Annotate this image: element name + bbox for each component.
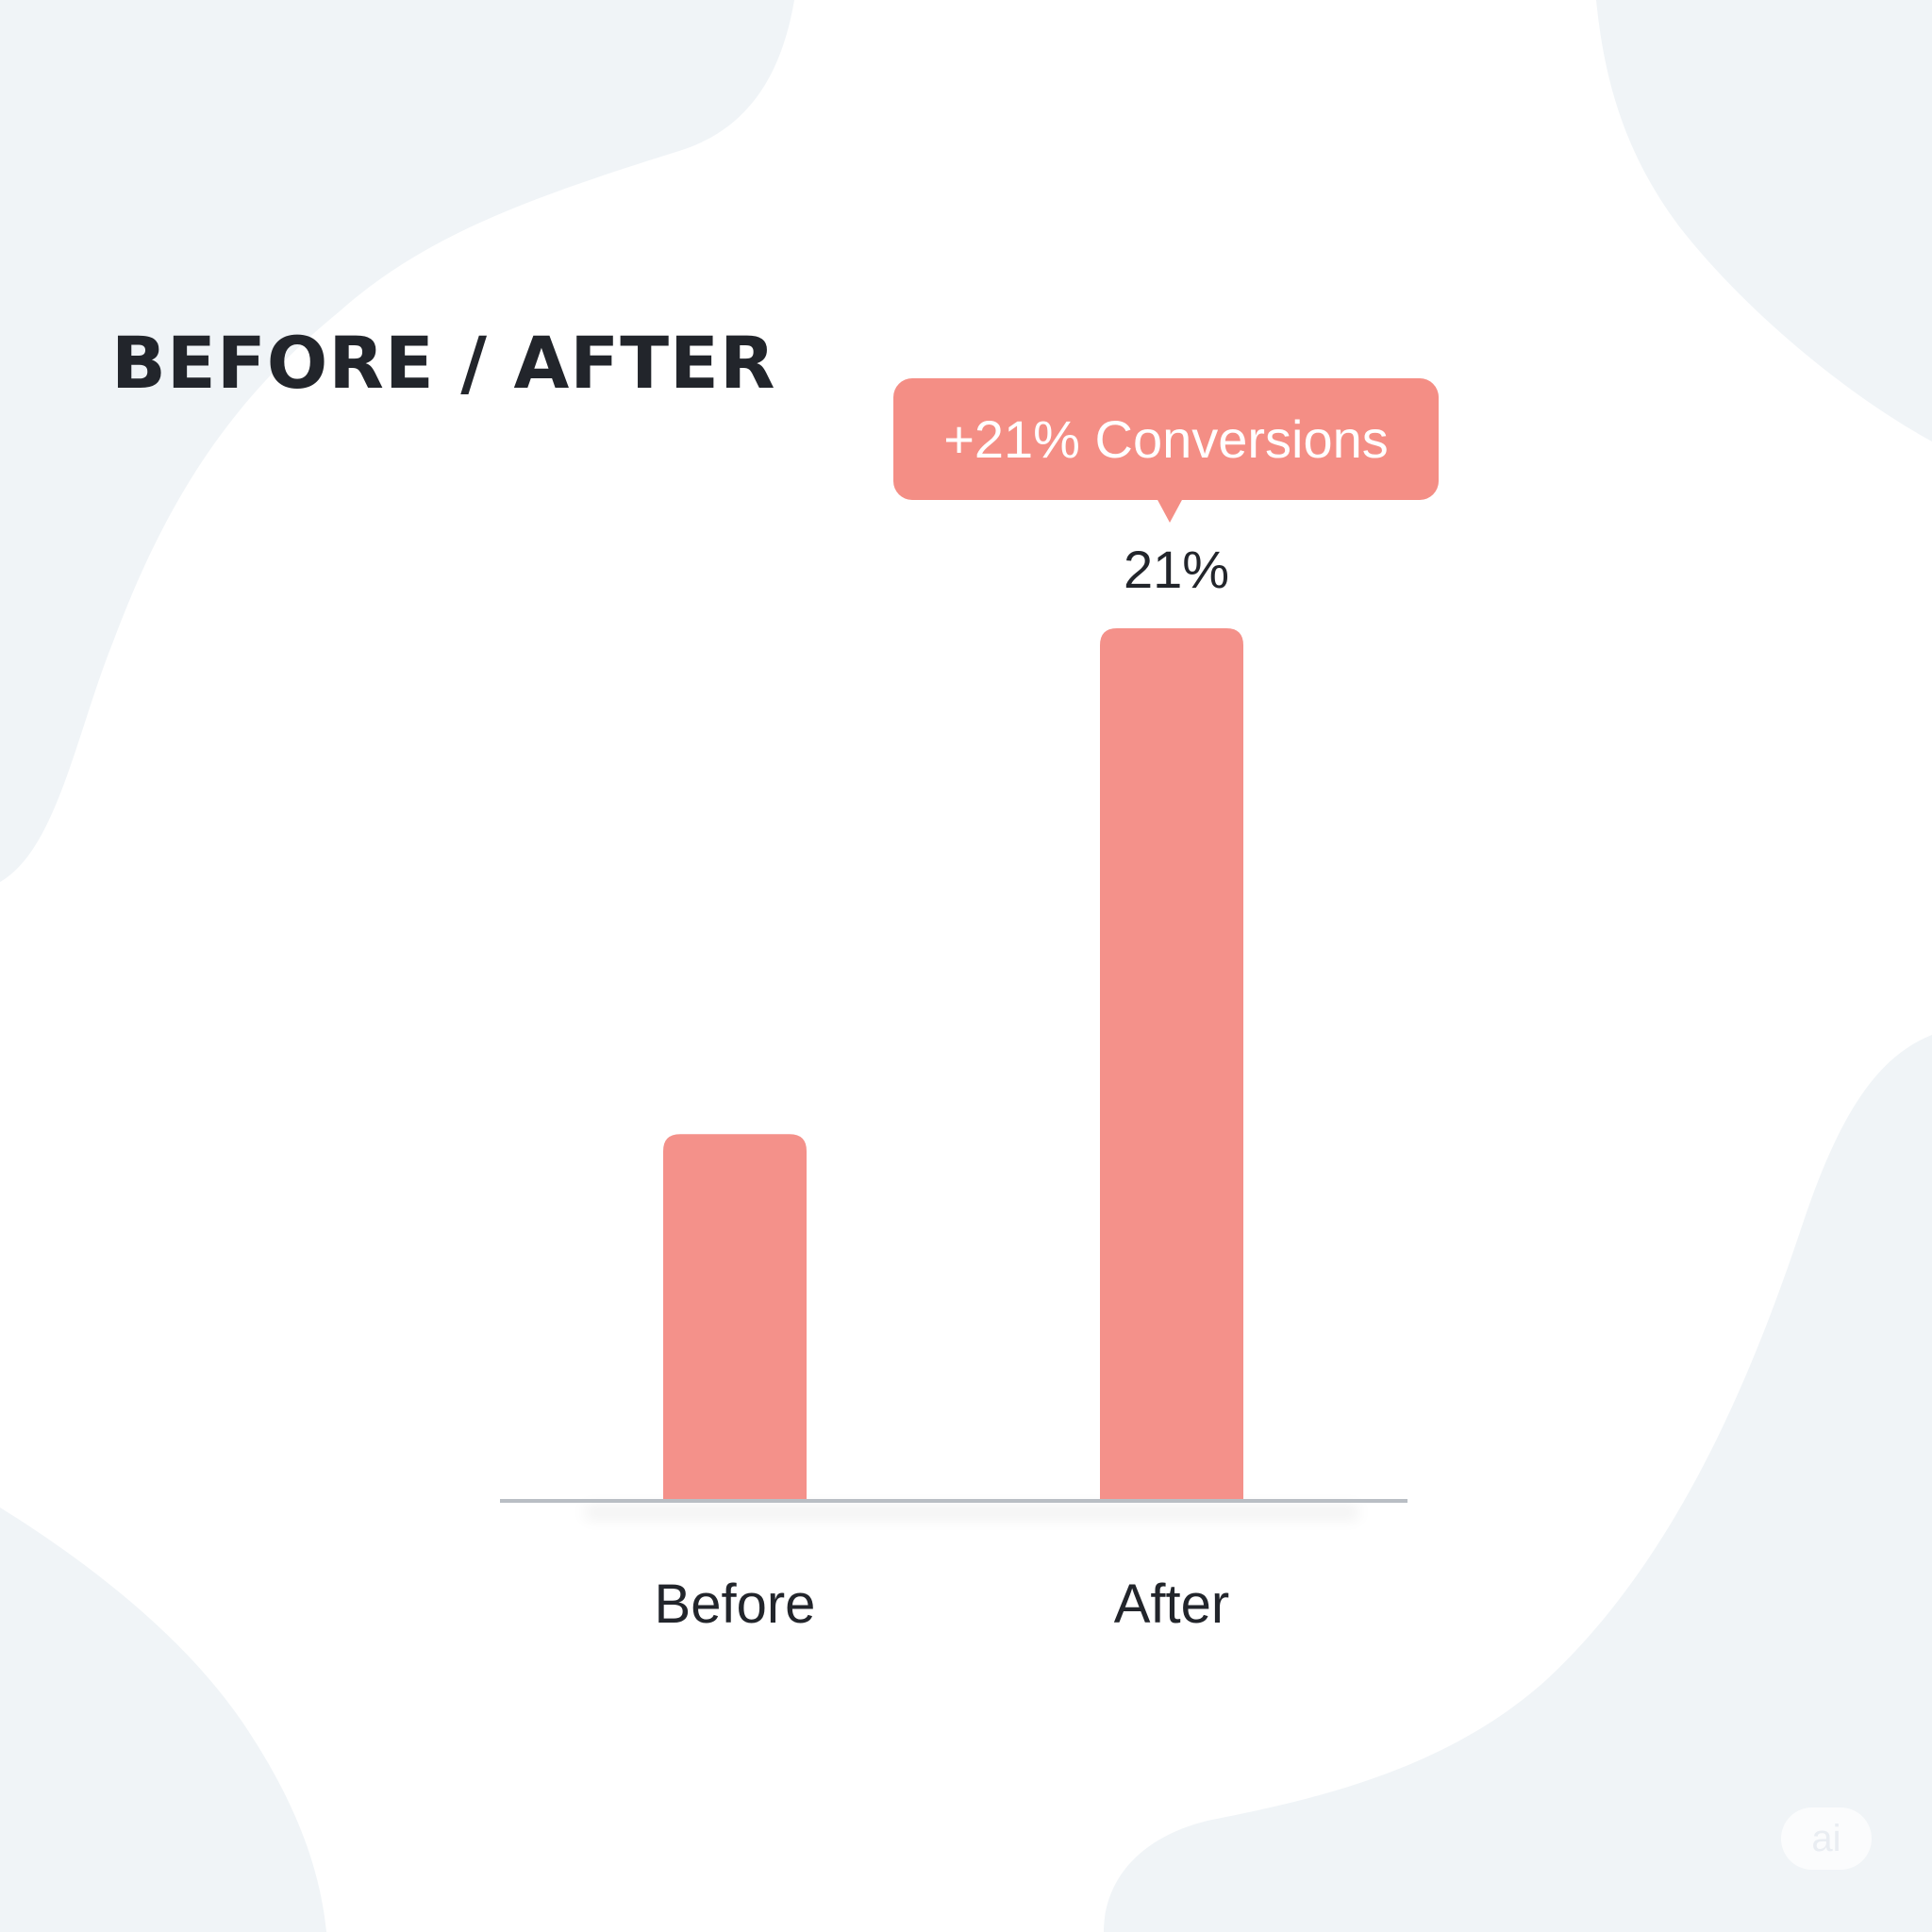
data-label-after: 21% bbox=[1124, 540, 1229, 599]
bar-after bbox=[1100, 628, 1243, 1499]
bar-before bbox=[663, 1134, 807, 1499]
ai-watermark-text: ai bbox=[1811, 1817, 1841, 1859]
callout-label: +21% Conversions bbox=[943, 409, 1389, 469]
x-tick-label-after: After bbox=[1114, 1574, 1230, 1635]
ai-watermark-badge: ai bbox=[1781, 1807, 1872, 1870]
conversions-callout: +21% Conversions bbox=[893, 378, 1439, 500]
background-blob-top-left bbox=[0, 0, 794, 882]
x-axis-shadow bbox=[585, 1506, 1358, 1519]
background-blob-bottom-right bbox=[1104, 1035, 1932, 1932]
x-tick-label-before: Before bbox=[655, 1574, 816, 1635]
callout-pointer bbox=[1157, 498, 1183, 523]
background-blob-bottom-left bbox=[0, 1507, 326, 1932]
background-blob-top-right bbox=[1596, 0, 1932, 441]
chart-title: BEFORE / AFTER bbox=[111, 321, 776, 405]
